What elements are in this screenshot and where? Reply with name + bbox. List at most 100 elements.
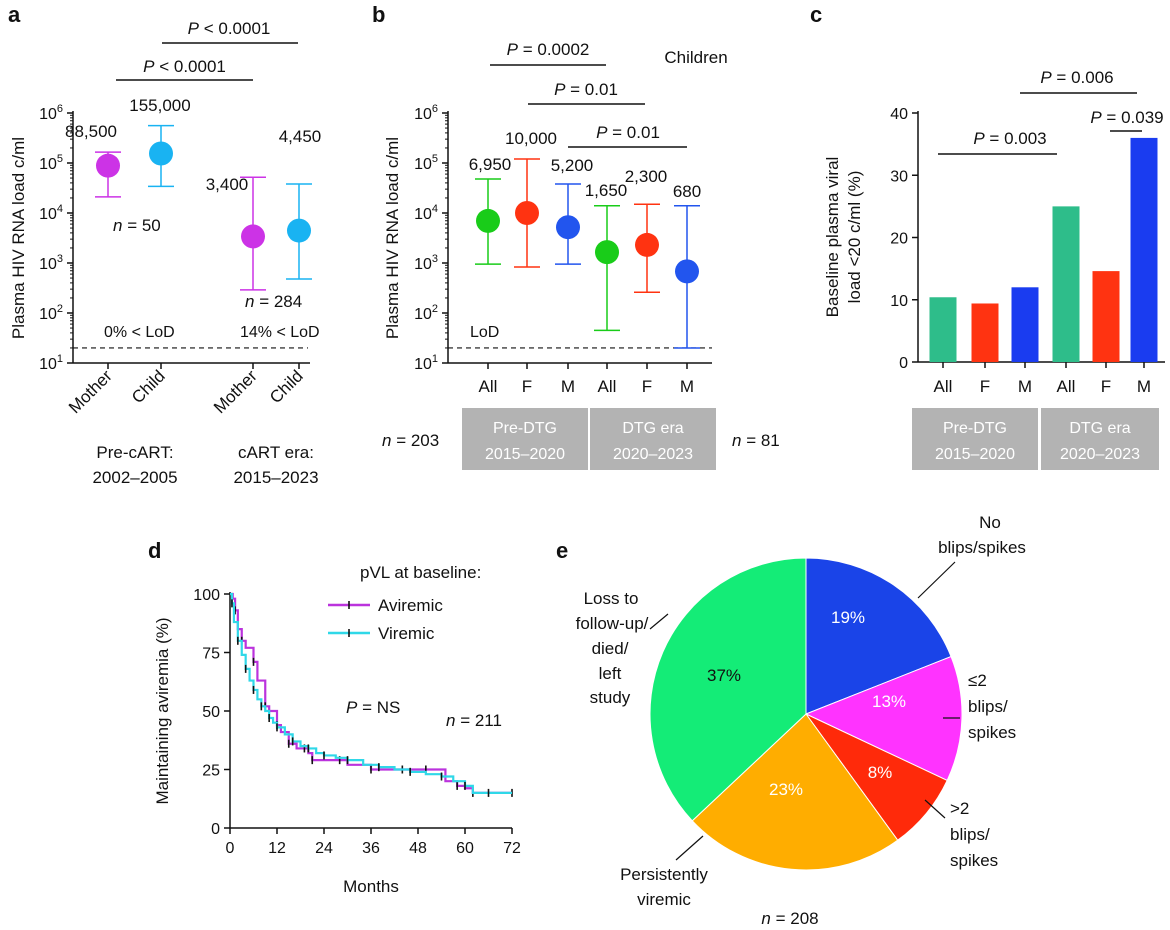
- panel-b-y-tick-label: 105: [414, 153, 438, 173]
- panel-d-legend-label: Viremic: [378, 624, 435, 643]
- panel-a-y-label: Plasma HIV RNA load c/ml: [9, 137, 28, 339]
- panel-e-slice-label: 37%: [707, 666, 741, 685]
- panel-b-comparison-1-label: P = 0.0002: [507, 40, 590, 59]
- panel-e-leader-line: [649, 613, 669, 630]
- panel-e-n-annotation: n = 208: [761, 909, 818, 928]
- panel-c-bar: [1011, 287, 1039, 362]
- panel-b-x-tick-label: All: [598, 377, 617, 396]
- panel-b-y-tick-label: 104: [414, 203, 438, 223]
- panel-d-y-tick-label: 50: [202, 704, 220, 721]
- panel-b-x-tick-label: M: [561, 377, 575, 396]
- panel-e-slice: [649, 557, 807, 822]
- panel-e-leader-line: [924, 799, 946, 819]
- panel-c-x-tick-label: All: [1057, 377, 1076, 396]
- panel-a-x-tick-label: Mother: [65, 366, 116, 417]
- panel-e-outer-label: left: [599, 664, 622, 683]
- panel-a-group-1-line1: Pre-cART:: [96, 443, 173, 462]
- panel-b-lod-label: LoD: [470, 324, 499, 341]
- panel-a-y-tick-label: 102: [39, 303, 63, 323]
- panel-e-slice: [805, 557, 952, 715]
- panel-b-n-2: n = 81: [732, 431, 780, 450]
- panel-c-y-tick-label: 0: [899, 355, 908, 372]
- panel-c-y-tick-label: 20: [890, 231, 908, 248]
- panel-b-median-point: [515, 201, 539, 225]
- panel-c-comparison-3-label: P = 0.039: [1090, 108, 1163, 127]
- panel-c-comparison-1-label: P = 0.003: [973, 129, 1046, 148]
- panel-a-comparison-1-label: P < 0.0001: [143, 57, 226, 76]
- panel-e-slice-label: 19%: [831, 608, 865, 627]
- panel-d-x-tick-label: 48: [409, 840, 427, 857]
- panel-a-group-2-line2: 2015–2023: [233, 468, 318, 487]
- panel-b-group-1-line1: Pre-DTG: [493, 420, 557, 437]
- panel-d-x-tick-label: 72: [503, 840, 521, 857]
- panel-a-median-label: 155,000: [129, 96, 190, 115]
- panel-c-x-tick-label: All: [934, 377, 953, 396]
- panel-b-y-label: Plasma HIV RNA load c/ml: [383, 137, 402, 339]
- panel-b-median-point: [476, 208, 500, 233]
- panel-a-median-label: 88,500: [65, 122, 117, 141]
- panel-b-median-point: [635, 232, 659, 257]
- panel-b-median-label: 5,200: [551, 156, 594, 175]
- panel-letter-b: b: [372, 2, 385, 27]
- panel-b-x-tick-label: M: [680, 377, 694, 396]
- panel-b-x-tick-label: All: [479, 377, 498, 396]
- panel-e-slice-label: 8%: [868, 763, 893, 782]
- panel-e-leader-line: [917, 561, 956, 599]
- panel-c-bar: [1130, 137, 1158, 362]
- panel-letter-d: d: [148, 538, 161, 563]
- panel-e-outer-label: spikes: [968, 723, 1016, 742]
- panel-letter-e: e: [556, 538, 568, 563]
- panel-e-slice: [804, 655, 963, 782]
- panel-d-legend-title: pVL at baseline:: [360, 563, 481, 582]
- panel-e-outer-label: blips/: [968, 697, 1008, 716]
- panel-c-x-tick-label: M: [1018, 377, 1032, 396]
- panel-b-comparison-2-label: P = 0.01: [554, 80, 618, 99]
- panel-b-median-label: 2,300: [625, 167, 668, 186]
- panel-e-outer-label: No: [979, 513, 1001, 532]
- panel-e-outer-label: blips/: [950, 825, 990, 844]
- panel-letter-c: c: [810, 2, 822, 27]
- panel-e-outer-label: died/: [592, 639, 629, 658]
- panel-e-outer-label: blips/spikes: [938, 538, 1026, 557]
- panel-e-leader-line: [675, 835, 704, 861]
- panel-c-group-2-line1: DTG era: [1069, 420, 1130, 437]
- panel-a-n-2: n = 284: [245, 292, 302, 311]
- panel-c-bar: [1052, 206, 1080, 362]
- panel-a-median-label: 4,450: [279, 127, 322, 146]
- panel-c-x-tick-label: F: [980, 377, 990, 396]
- panel-a-y-tick-label: 104: [39, 203, 63, 223]
- panel-d-y-tick-label: 0: [211, 821, 220, 838]
- panel-d-y-tick-label: 25: [202, 763, 220, 780]
- panel-e-outer-label: spikes: [950, 851, 998, 870]
- panel-b-n-1: n = 203: [382, 431, 439, 450]
- panel-d-x-label: Months: [343, 877, 399, 896]
- panel-e-outer-label: Loss to: [584, 589, 639, 608]
- panel-d-y-tick-label: 75: [202, 646, 220, 663]
- panel-d-p-annotation: P = NS: [346, 698, 400, 717]
- panel-a-median-point: [287, 218, 311, 243]
- panel-e-slice-label: 13%: [872, 692, 906, 711]
- panel-c-bar: [929, 297, 957, 362]
- panel-b-median-label: 680: [673, 182, 701, 201]
- panel-e-outer-label: Persistently: [620, 865, 708, 884]
- panel-a-lod-label-2: 14% < LoD: [240, 324, 320, 341]
- panel-b-y-tick-label: 101: [414, 353, 438, 373]
- panel-b-group-box-1: [462, 408, 588, 470]
- panel-d-legend-label: Aviremic: [378, 596, 443, 615]
- panel-b-median-label: 6,950: [469, 155, 512, 174]
- panel-a-y-tick-label: 106: [39, 103, 63, 123]
- panel-c-y-label-2: load <20 c/ml (%): [845, 171, 864, 304]
- panel-a-median-point: [149, 141, 173, 166]
- panel-b-group-1-line2: 2015–2020: [485, 446, 565, 463]
- panel-d-x-tick-label: 12: [268, 840, 286, 857]
- panel-a-comparison-2-label: P < 0.0001: [188, 19, 271, 38]
- panel-c-bar: [971, 303, 999, 362]
- panel-c-y-tick-label: 40: [890, 106, 908, 123]
- panel-a-y-tick-label: 103: [39, 253, 63, 273]
- panel-b-median-point: [556, 215, 580, 240]
- panel-d-x-tick-label: 60: [456, 840, 474, 857]
- panel-letter-a: a: [8, 2, 21, 27]
- panel-e-outer-label: study: [590, 688, 631, 707]
- panel-a-group-1-line2: 2002–2005: [92, 468, 177, 487]
- panel-a-lod-label-1: 0% < LoD: [104, 324, 175, 341]
